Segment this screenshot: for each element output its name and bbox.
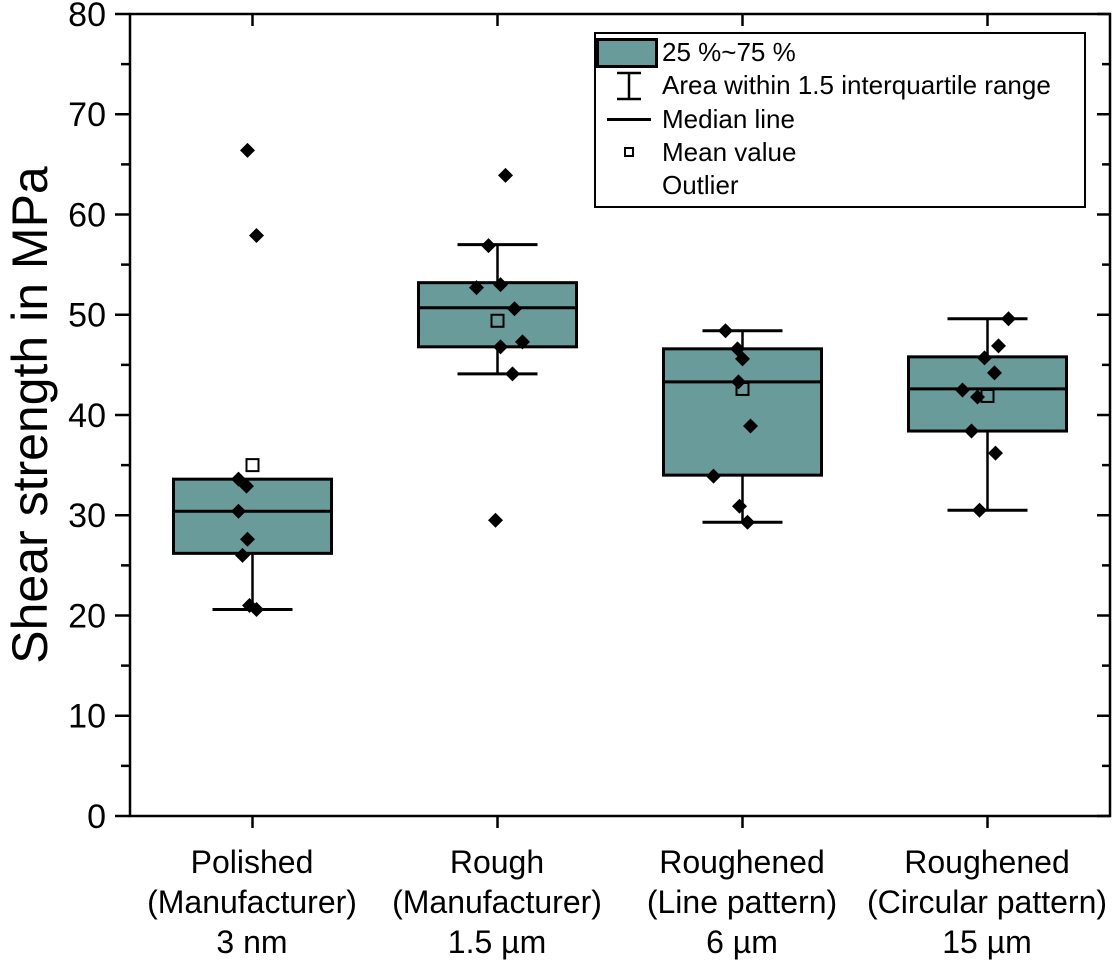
legend-item-mean: Mean value xyxy=(596,136,1084,169)
y-axis-title: Shear strength in MPa xyxy=(2,166,58,664)
legend-item-whisker: Area within 1.5 interquartile range xyxy=(596,69,1084,102)
error-bar-icon xyxy=(596,70,662,102)
legend-label: Area within 1.5 interquartile range xyxy=(662,70,1051,101)
legend-label: Mean value xyxy=(662,136,797,167)
legend-label: Median line xyxy=(662,103,795,134)
legend: 25 %~75 % Area within 1.5 interquartile … xyxy=(594,32,1086,208)
svg-text:40: 40 xyxy=(68,397,106,435)
box-swatch-icon xyxy=(596,37,662,68)
svg-text:80: 80 xyxy=(68,0,106,34)
svg-text:30: 30 xyxy=(68,497,106,535)
svg-text:10: 10 xyxy=(68,698,106,736)
x-category-label-circular-pattern: Roughened (Circular pattern) 15 µm xyxy=(866,844,1108,960)
legend-box-swatch xyxy=(596,37,658,68)
svg-text:0: 0 xyxy=(87,798,106,836)
svg-text:20: 20 xyxy=(68,597,106,635)
x-category-label-polished: Polished (Manufacturer) 3 nm xyxy=(147,844,357,960)
svg-text:50: 50 xyxy=(68,297,106,335)
legend-label: 25 %~75 % xyxy=(662,37,796,67)
x-category-label-rough: Rough (Manufacturer) 1.5 µm xyxy=(392,844,602,960)
svg-text:60: 60 xyxy=(68,196,106,234)
x-category-label-line-pattern: Roughened (Line pattern) 6 µm xyxy=(646,844,838,960)
median-line-icon xyxy=(596,117,662,121)
legend-item-outlier: Outlier xyxy=(596,169,1084,202)
svg-text:70: 70 xyxy=(68,96,106,134)
mean-square-icon xyxy=(596,147,662,158)
legend-item-iqr-box: 25 %~75 % xyxy=(596,36,1084,69)
legend-item-median: Median line xyxy=(596,103,1084,136)
legend-label: Outlier xyxy=(662,170,739,200)
